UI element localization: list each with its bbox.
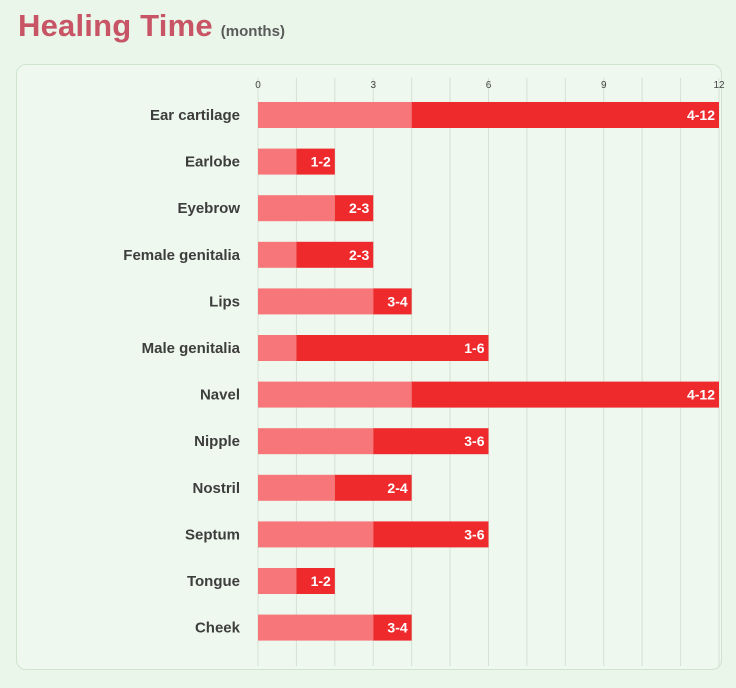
bar-range-segment bbox=[373, 428, 489, 455]
bar-min-segment bbox=[258, 614, 374, 641]
chart-subtitle: (months) bbox=[220, 23, 285, 40]
x-tick-label: 6 bbox=[486, 80, 492, 91]
bar-data-label: 2-3 bbox=[349, 200, 369, 216]
bar-range-segment bbox=[334, 195, 374, 222]
bar-range-segment bbox=[296, 568, 335, 594]
bar-data-label: 2-4 bbox=[387, 480, 407, 496]
bar-range-segment bbox=[411, 381, 719, 408]
category-label: Eyebrow bbox=[177, 200, 240, 217]
bar-min-segment bbox=[258, 288, 374, 315]
bar-min-segment bbox=[258, 521, 374, 548]
x-tick-label: 9 bbox=[601, 80, 607, 91]
bar-data-label: 3-4 bbox=[387, 293, 407, 309]
bar-range-segment bbox=[373, 521, 489, 548]
bar-min-segment bbox=[258, 148, 297, 175]
bar-min-segment bbox=[258, 241, 297, 268]
bar-data-label: 1-6 bbox=[464, 340, 484, 356]
bar-data-label: 3-6 bbox=[464, 433, 484, 449]
x-tick-label: 0 bbox=[255, 80, 261, 91]
bar-range-segment bbox=[373, 288, 412, 315]
category-label: Nostril bbox=[192, 480, 240, 497]
bar-min-segment bbox=[258, 102, 412, 128]
category-label: Navel bbox=[200, 387, 240, 404]
bar-min-segment bbox=[258, 428, 374, 455]
bar-range-segment bbox=[373, 614, 412, 641]
bar-data-label: 2-3 bbox=[349, 247, 369, 263]
bar-range-segment bbox=[296, 148, 335, 175]
bar-data-label: 1-2 bbox=[311, 573, 331, 589]
bar-min-segment bbox=[258, 195, 335, 222]
bar-min-segment bbox=[258, 381, 412, 408]
x-tick-label: 12 bbox=[713, 80, 725, 91]
bar-data-label: 4-12 bbox=[687, 387, 715, 403]
bar-data-label: 3-6 bbox=[464, 526, 484, 542]
x-tick-label: 3 bbox=[370, 80, 376, 91]
bar-data-label: 4-12 bbox=[687, 107, 715, 123]
category-label: Male genitalia bbox=[142, 340, 241, 357]
chart-header: Healing Time (months) bbox=[18, 8, 285, 44]
bar-range-segment bbox=[411, 102, 719, 128]
bar-data-label: 1-2 bbox=[311, 154, 331, 170]
bar-range-segment bbox=[334, 474, 412, 501]
category-label: Cheek bbox=[195, 620, 241, 637]
chart-panel bbox=[16, 64, 722, 670]
bar-range-segment bbox=[296, 335, 489, 361]
category-label: Earlobe bbox=[185, 154, 240, 171]
bar-min-segment bbox=[258, 474, 335, 501]
category-label: Lips bbox=[209, 293, 240, 310]
category-label: Ear cartilage bbox=[150, 107, 240, 124]
bar-min-segment bbox=[258, 568, 297, 594]
category-label: Female genitalia bbox=[123, 247, 240, 264]
category-label: Tongue bbox=[187, 573, 240, 590]
category-label: Septum bbox=[185, 526, 240, 543]
bar-min-segment bbox=[258, 335, 297, 361]
category-label: Nipple bbox=[194, 433, 240, 450]
bar-range-segment bbox=[296, 241, 374, 268]
chart-title: Healing Time bbox=[18, 8, 213, 43]
bar-data-label: 3-4 bbox=[387, 620, 407, 636]
